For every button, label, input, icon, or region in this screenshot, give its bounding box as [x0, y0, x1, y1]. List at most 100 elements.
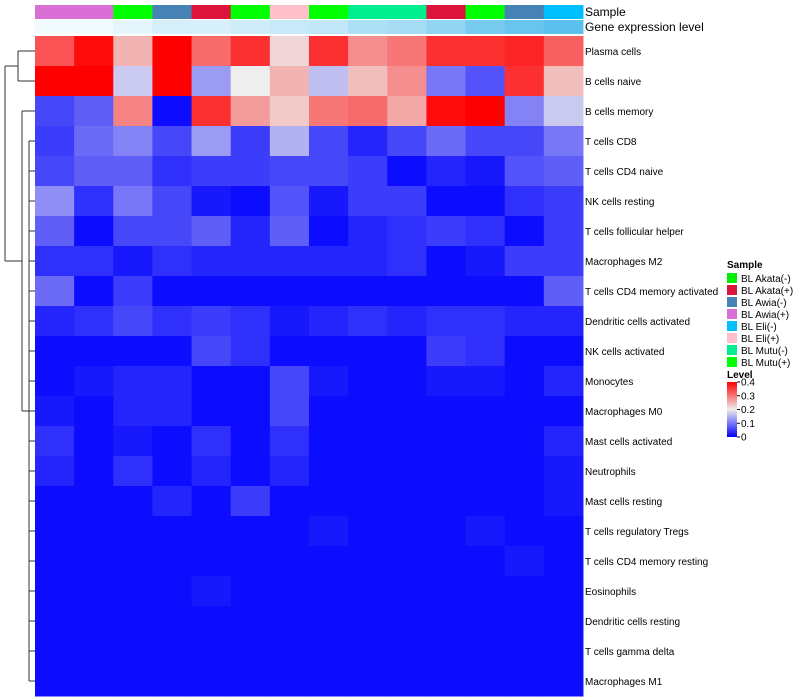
heatmap-cell: [191, 546, 232, 577]
heatmap-cell: [152, 216, 193, 247]
row-labels: Plasma cells B cells naive B cells memory T…: [585, 47, 718, 688]
sample-cell: [269, 5, 310, 19]
heatmap-cell: [308, 576, 349, 607]
heatmap-cell: [191, 426, 232, 457]
heatmap-cell: [230, 516, 271, 547]
heatmap-cell: [191, 366, 232, 397]
heatmap-cell: [387, 216, 427, 247]
row-label: Eosinophils: [585, 587, 636, 598]
heatmap-cell: [269, 636, 310, 667]
sample-cell: [308, 5, 349, 19]
heatmap-cell: [269, 96, 310, 127]
heatmap-cell: [348, 126, 388, 157]
heatmap-cell: [152, 246, 193, 277]
heatmap-cell: [308, 666, 349, 697]
row-label: Mast cells resting: [585, 497, 662, 508]
heatmap-cell: [504, 546, 545, 577]
heatmap-cell: [74, 96, 114, 127]
heatmap-cell: [35, 636, 75, 667]
heatmap-cell: [269, 516, 310, 547]
heatmap-cell: [387, 456, 427, 487]
heatmap-cell: [191, 606, 232, 637]
heatmap-cell: [465, 336, 506, 367]
heatmap-cell: [387, 246, 427, 277]
heatmap-cell: [191, 246, 232, 277]
heatmap-cell: [426, 66, 467, 97]
heatmap-cell: [269, 666, 310, 697]
heatmap-cell: [348, 366, 388, 397]
heatmap-cell: [348, 216, 388, 247]
heatmap-cell: [230, 36, 271, 67]
heatmap-cell: [308, 276, 349, 307]
heatmap-cell: [269, 336, 310, 367]
heatmap-cell: [113, 546, 153, 577]
heatmap-cell: [308, 36, 349, 67]
heatmap-cell: [74, 66, 114, 97]
heatmap-cell: [387, 36, 427, 67]
heatmap-cell: [387, 66, 427, 97]
sample-annotation-bar: [35, 5, 584, 19]
heatmap-cell: [35, 96, 75, 127]
heatmap-cell: [348, 336, 388, 367]
heatmap-cell: [113, 486, 153, 517]
heatmap-cell: [465, 516, 506, 547]
heatmap-cell: [269, 606, 310, 637]
heatmap-cell: [152, 186, 193, 217]
heatmap-cell: [465, 636, 506, 667]
heatmap-cell: [191, 126, 232, 157]
heatmap-cell: [35, 576, 75, 607]
heatmap-cell: [35, 336, 75, 367]
expression-cell: [308, 20, 349, 34]
heatmap-cell: [152, 306, 193, 337]
heatmap-cell: [230, 606, 271, 637]
expression-cell: [191, 20, 232, 34]
heatmap-cell: [348, 666, 388, 697]
heatmap-cell: [465, 246, 506, 277]
heatmap-cell: [543, 516, 584, 547]
heatmap-cell: [113, 336, 153, 367]
heatmap-cell: [35, 486, 75, 517]
heatmap-cell: [152, 636, 193, 667]
level-legend: Level 0.4 0.3 0.2 0.1 0: [727, 370, 755, 444]
heatmap-cell: [191, 486, 232, 517]
annotation-label-expression: Gene expression level: [585, 20, 704, 34]
sample-cell: [348, 5, 388, 19]
expression-cell: [348, 20, 388, 34]
heatmap-cell: [269, 216, 310, 247]
heatmap-cell: [426, 636, 467, 667]
heatmap-cell: [113, 666, 153, 697]
heatmap-cell: [465, 276, 506, 307]
heatmap-cell: [269, 276, 310, 307]
heatmap-cell: [308, 516, 349, 547]
expression-cell: [387, 20, 427, 34]
heatmap-cell: [308, 216, 349, 247]
heatmap-cell: [504, 186, 545, 217]
heatmap-cell: [152, 156, 193, 187]
heatmap-cell: [35, 516, 75, 547]
heatmap-cell: [504, 636, 545, 667]
sample-legend-swatch: [727, 321, 737, 331]
heatmap-cell: [113, 576, 153, 607]
heatmap-cell: [348, 36, 388, 67]
heatmap-cell: [269, 366, 310, 397]
heatmap-cell: [152, 666, 193, 697]
heatmap-cell: [387, 336, 427, 367]
heatmap-cell: [504, 396, 545, 427]
heatmap-cell: [426, 36, 467, 67]
heatmap-cell: [504, 516, 545, 547]
sample-legend-swatch: [727, 357, 737, 367]
row-label: T cells regulatory Tregs: [585, 527, 689, 538]
heatmap-cell: [191, 666, 232, 697]
heatmap-cell: [230, 666, 271, 697]
heatmap-cell: [543, 156, 584, 187]
heatmap-cell: [348, 156, 388, 187]
heatmap-cell: [308, 366, 349, 397]
heatmap-cell: [543, 666, 584, 697]
heatmap-cell: [348, 606, 388, 637]
row-label: Mast cells activated: [585, 437, 672, 448]
heatmap-cell: [504, 216, 545, 247]
heatmap-cell: [35, 456, 75, 487]
heatmap-cell: [191, 66, 232, 97]
heatmap-cell: [35, 66, 75, 97]
sample-legend-swatch: [727, 285, 737, 295]
